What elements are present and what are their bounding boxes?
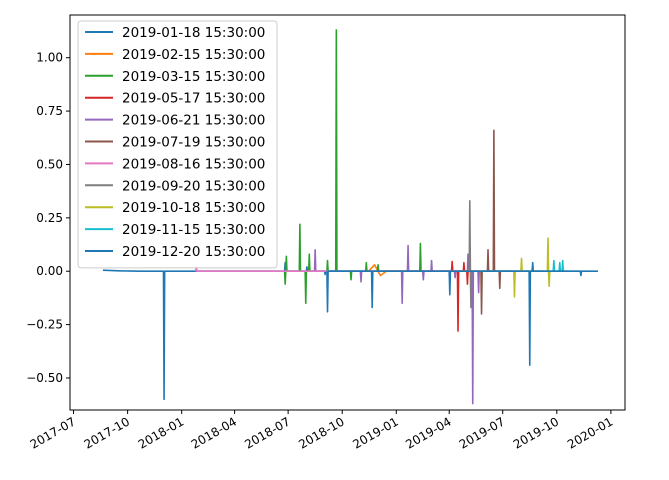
series-line-9 <box>460 237 564 298</box>
legend-label-10: 2019-11-15 15:30:00 <box>122 222 265 238</box>
legend-label-8: 2019-09-20 15:30:00 <box>122 178 265 194</box>
y-tick-label: 1.00 <box>36 51 63 65</box>
series-layer <box>102 29 598 405</box>
y-tick-label: −0.25 <box>26 318 63 332</box>
legend-label-6: 2019-07-19 15:30:00 <box>122 135 265 151</box>
y-tick-label: 0.25 <box>36 211 63 225</box>
legend-label-5: 2019-06-21 15:30:00 <box>122 113 265 129</box>
y-tick-label: 0.00 <box>36 264 63 278</box>
legend-box <box>77 20 278 269</box>
legend-label-2: 2019-02-15 15:30:00 <box>122 47 265 63</box>
axes-frame <box>69 14 626 411</box>
legend-label-9: 2019-10-18 15:30:00 <box>122 200 265 216</box>
y-tick-label: 0.75 <box>36 104 63 118</box>
legend-label-3: 2019-03-15 15:30:00 <box>122 69 265 85</box>
legend-label-1: 2019-01-18 15:30:00 <box>122 25 265 41</box>
legend-label-11: 2019-12-20 15:30:00 <box>122 244 265 260</box>
y-axis: −0.50 −0.25 0.00 0.25 0.50 0.75 1.00 <box>26 51 70 385</box>
series-line-11 <box>326 261 598 366</box>
y-tick-label: 0.50 <box>36 157 63 171</box>
legend-label-4: 2019-05-17 15:30:00 <box>122 91 265 107</box>
legend: 2019-01-18 15:30:00 2019-02-15 15:30:00 20… <box>77 20 278 269</box>
y-tick-label: −0.50 <box>26 371 63 385</box>
legend-label-7: 2019-08-16 15:30:00 <box>122 156 265 172</box>
